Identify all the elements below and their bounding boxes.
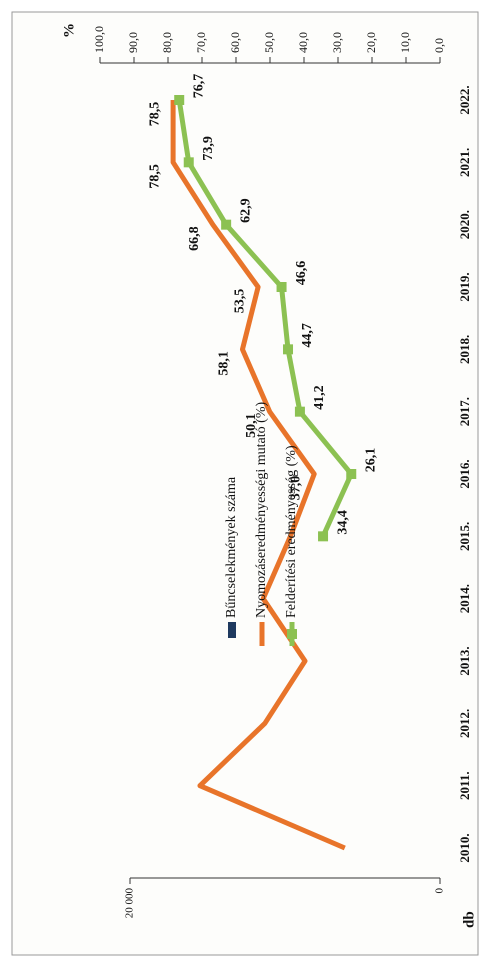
data-label: 58,1 (217, 351, 232, 376)
data-label: 26,1 (363, 448, 378, 473)
point-marker (318, 531, 329, 542)
x-tick-label: 2016. (457, 459, 472, 488)
x-tick-label: 2013. (457, 646, 472, 675)
x-tick-label: 2012. (457, 709, 472, 738)
point-marker (283, 344, 294, 355)
point-marker (174, 95, 185, 105)
data-label: 34,4 (335, 510, 350, 535)
x-tick-label: 2018. (457, 335, 472, 364)
legend-marker (287, 629, 297, 639)
x-tick-label: 2020. (457, 210, 472, 239)
y-tick-label: 0 (434, 888, 446, 894)
chart-body: db % 0 20 000 0,0 10,0 20,0 30,0 40,0 50,0 60,0 7… (61, 23, 477, 928)
y2-tick-label: 50,0 (262, 32, 276, 53)
y-axis-label: db (461, 911, 477, 928)
series-line (170, 100, 346, 851)
x-tick-label: 2017. (457, 397, 472, 426)
legend-label: Felderítési eredményesség (%) (284, 445, 299, 618)
data-label: 44,7 (300, 323, 315, 348)
data-label: 50,1 (244, 413, 259, 438)
legend-label: Nyomozáseredményességi mutató (%) (254, 402, 269, 618)
y2-tick-label: 80,0 (160, 32, 174, 53)
y2-tick-label: 10,0 (398, 32, 412, 53)
y2-tick-label: 40,0 (296, 32, 310, 53)
point-marker (221, 219, 232, 230)
y2-tick-label: 0,0 (432, 38, 446, 53)
x-tick-label: 2015. (457, 522, 472, 551)
point-marker (294, 406, 305, 417)
x-tick-label: 2021. (457, 148, 472, 177)
y2-tick-label: 90,0 (126, 32, 140, 53)
data-label: 78,5 (147, 164, 162, 189)
point-marker (183, 157, 194, 168)
x-tick-label: 2010. (457, 833, 472, 862)
x-tick-label: 2019. (457, 272, 472, 301)
y2-tick-label: 30,0 (330, 32, 344, 53)
y2-tick-label: 20,0 (364, 32, 378, 53)
x-tick-label: 2014. (457, 584, 472, 613)
frame (11, 11, 479, 956)
y2-axis-label: % (61, 23, 77, 38)
y2-tick-label: 70,0 (194, 32, 208, 53)
data-label: 37,0 (288, 476, 303, 501)
data-label: 41,2 (312, 385, 327, 410)
y2-tick-label: 100,0 (92, 26, 106, 53)
legend-label: Bűncselekmények száma (224, 476, 239, 618)
data-label: 66,8 (187, 226, 202, 251)
data-label: 62,9 (238, 198, 253, 223)
x-tick-label: 2022. (457, 85, 472, 114)
x-tick-label: 2011. (457, 771, 472, 800)
series-line (176, 99, 354, 538)
point-marker (276, 282, 287, 292)
data-label: 46,6 (294, 261, 309, 286)
y-tick-label: 20 000 (124, 888, 136, 919)
data-label: 73,9 (201, 136, 216, 161)
point-marker (346, 469, 357, 479)
data-label: 53,5 (232, 289, 247, 314)
y2-tick-label: 60,0 (228, 32, 242, 53)
data-label: 78,5 (147, 102, 162, 127)
legend-swatch (228, 622, 236, 638)
data-label: 76,7 (191, 74, 206, 99)
